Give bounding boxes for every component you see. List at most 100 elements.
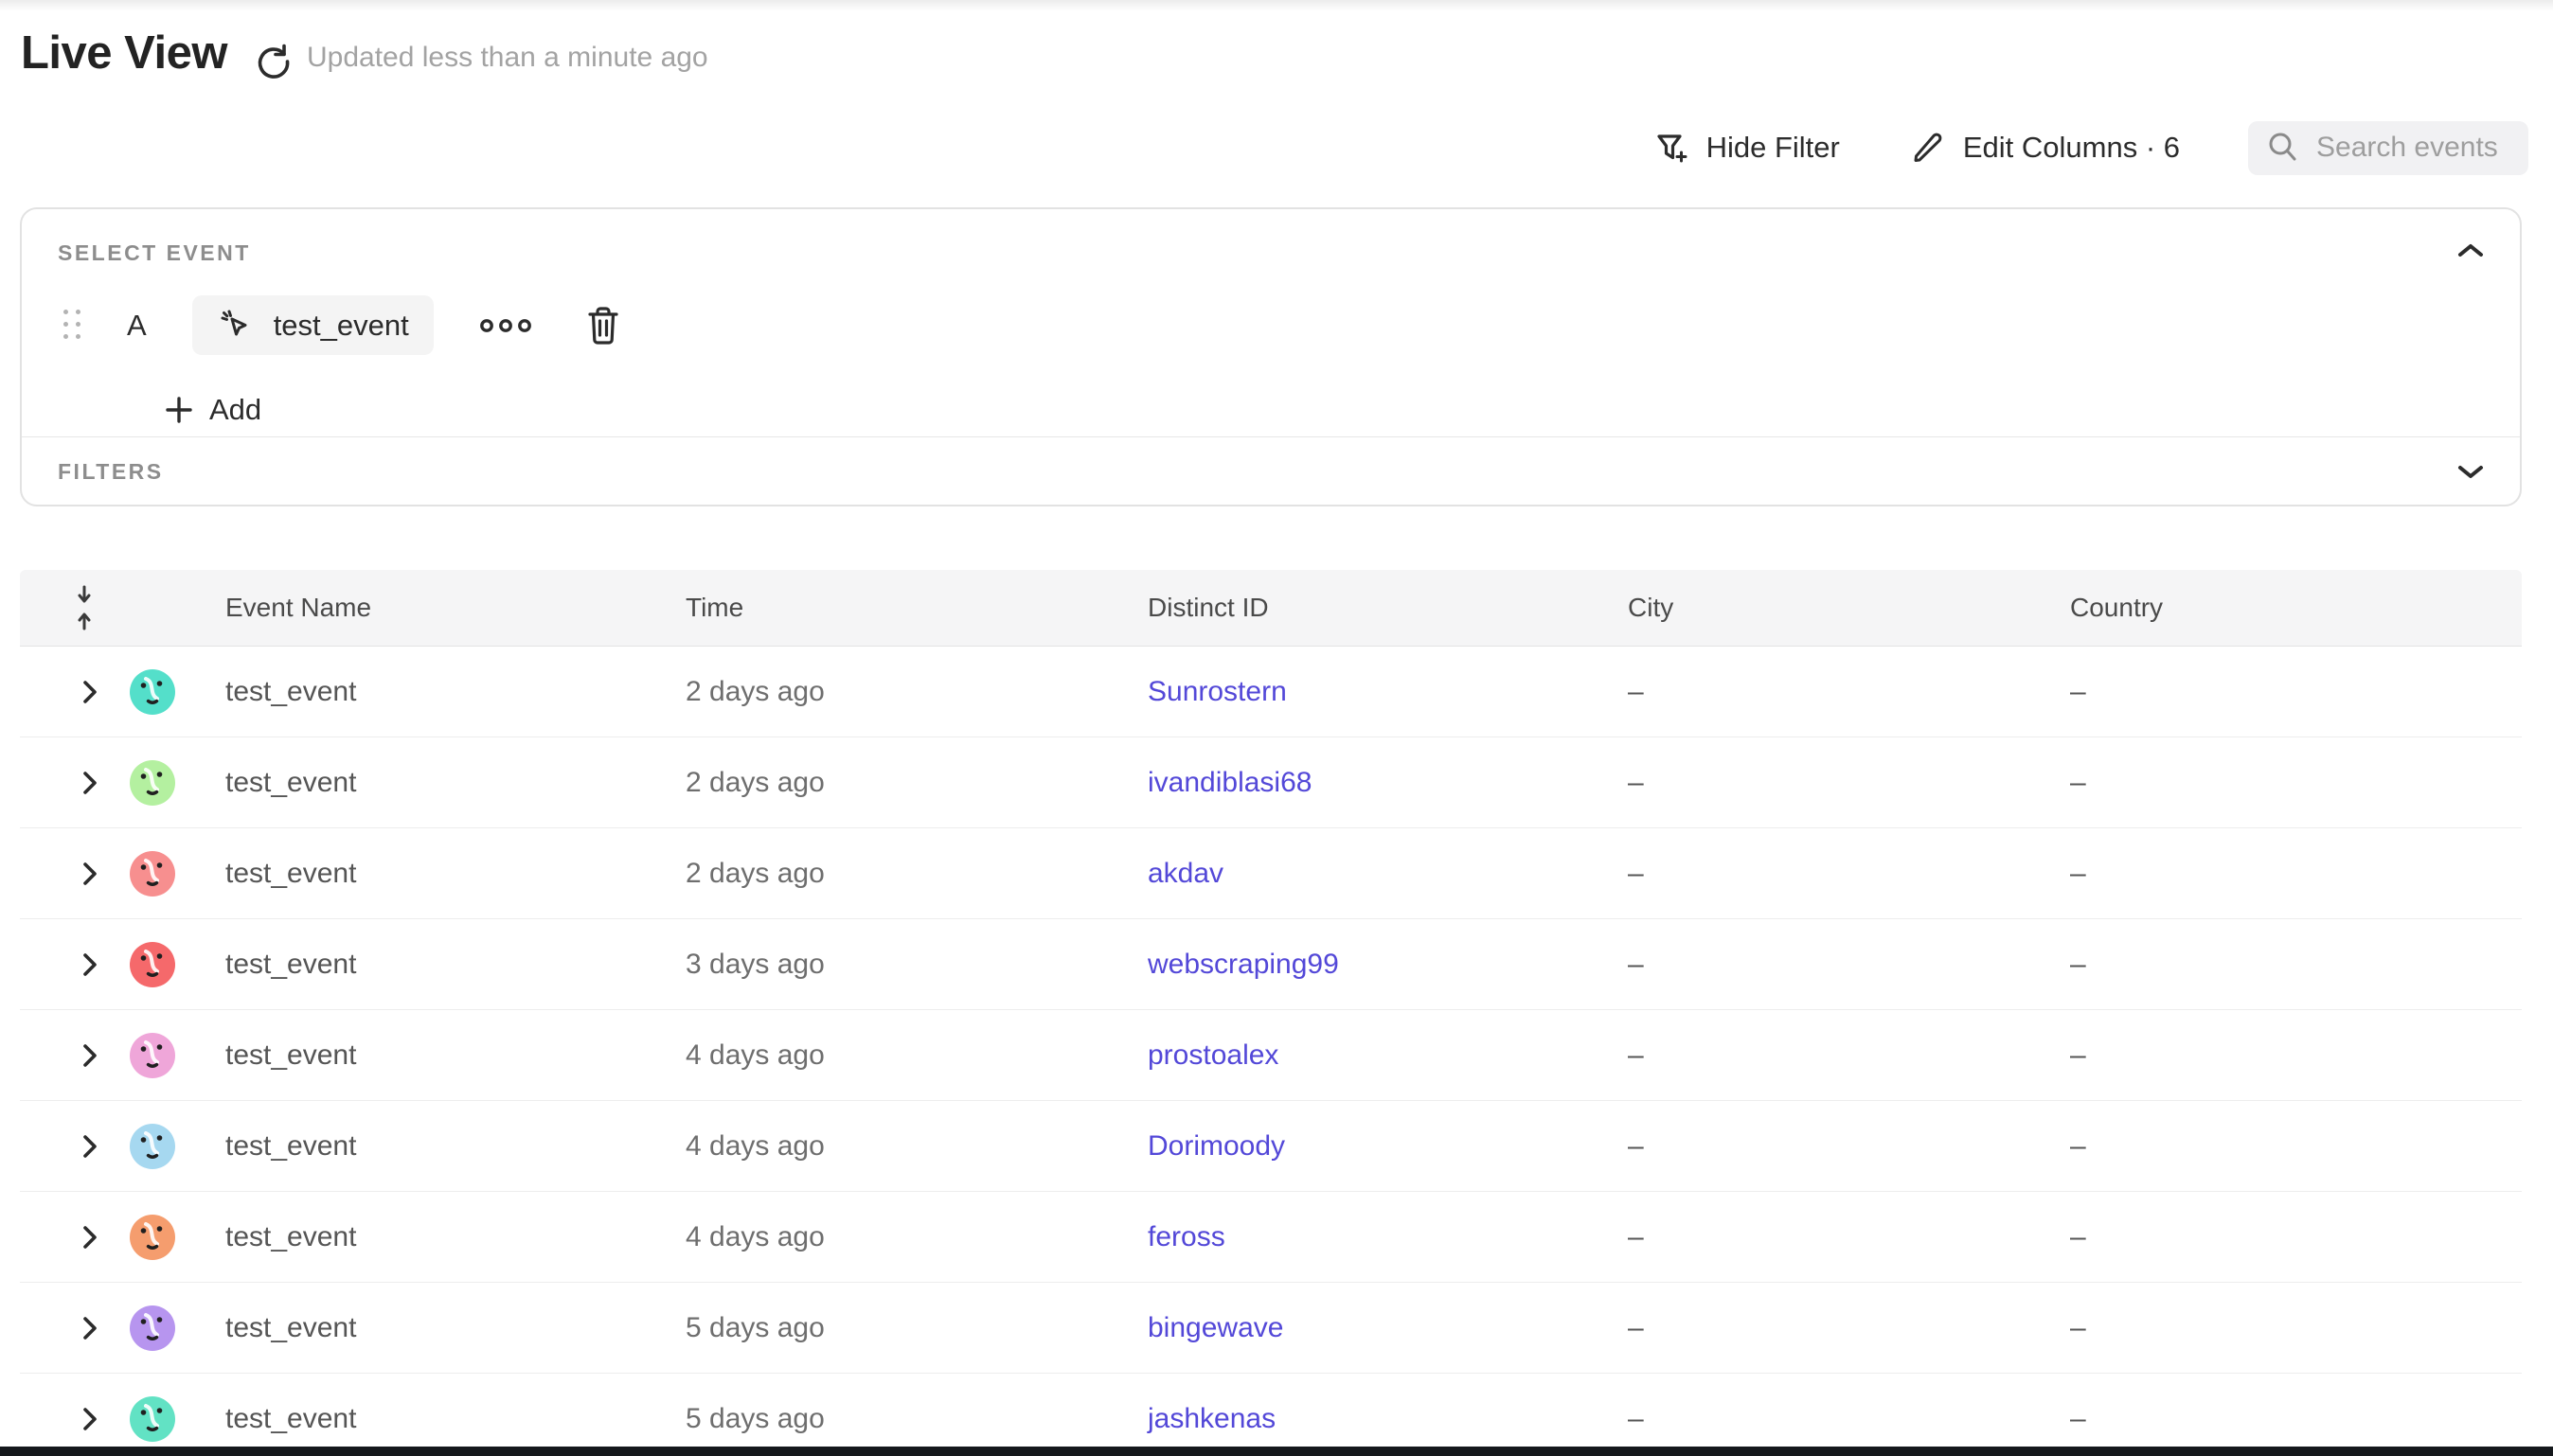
user-avatar[interactable] (130, 1305, 175, 1351)
edit-columns-label: Edit Columns · 6 (1962, 131, 2180, 164)
cell-distinct-id-link[interactable]: Sunrostern (1148, 675, 1287, 707)
delete-event-button[interactable] (583, 304, 623, 347)
user-avatar[interactable] (130, 1123, 175, 1169)
search-icon (2265, 130, 2301, 166)
cell-city: – (1628, 675, 1644, 707)
event-row-letter: A (127, 308, 147, 342)
cell-distinct-id-link[interactable]: prostoalex (1148, 1039, 1279, 1071)
user-avatar[interactable] (130, 1032, 175, 1078)
user-avatar[interactable] (130, 1395, 175, 1442)
collapse-rows-button[interactable] (63, 583, 105, 632)
event-selector-chip[interactable]: test_event (191, 295, 434, 355)
table-row: test_event 4 days ago Dorimoody – – (20, 1101, 2522, 1192)
add-button-label: Add (209, 393, 262, 426)
cell-event-name: test_event (225, 1402, 357, 1434)
cell-country: – (2070, 1129, 2086, 1162)
cell-event-name: test_event (225, 766, 357, 798)
expand-row-button[interactable] (73, 1402, 107, 1436)
user-avatar[interactable] (130, 850, 175, 897)
search-events-input[interactable] (2316, 132, 2511, 164)
refresh-button[interactable] (250, 38, 297, 85)
cell-distinct-id-link[interactable]: webscraping99 (1148, 948, 1339, 980)
cell-distinct-id-link[interactable]: ivandiblasi68 (1148, 766, 1312, 798)
collapse-select-event-button[interactable] (2450, 230, 2491, 272)
add-event-button[interactable]: Add (147, 382, 278, 438)
column-header-time[interactable]: Time (686, 593, 744, 622)
cell-city: – (1628, 1039, 1644, 1071)
table-body: test_event 2 days ago Sunrostern – – tes… (20, 647, 2522, 1447)
ellipsis-icon (479, 318, 531, 332)
chevron-right-icon (80, 769, 100, 797)
trash-icon (583, 304, 623, 347)
top-edge-fade (0, 0, 2553, 11)
event-options-button[interactable] (477, 316, 534, 335)
events-table: Event Name Time Distinct ID City Country (20, 570, 2522, 1447)
expand-row-button[interactable] (73, 1220, 107, 1254)
event-chip-label: test_event (273, 308, 409, 342)
table-row: test_event 2 days ago ivandiblasi68 – – (20, 737, 2522, 828)
expand-filters-button[interactable] (2450, 451, 2491, 492)
cell-time: 2 days ago (686, 766, 825, 798)
cell-city: – (1628, 1129, 1644, 1162)
pencil-icon (1908, 128, 1948, 168)
select-event-label: SELECT EVENT (58, 240, 251, 265)
cell-time: 4 days ago (686, 1129, 825, 1162)
updated-status-text: Updated less than a minute ago (307, 42, 708, 73)
chevron-right-icon (80, 1223, 100, 1252)
table-row: test_event 2 days ago akdav – – (20, 828, 2522, 919)
cell-event-name: test_event (225, 857, 357, 889)
cell-city: – (1628, 948, 1644, 980)
column-header-country[interactable]: Country (2070, 593, 2164, 622)
filters-label: FILTERS (58, 459, 164, 484)
cell-time: 4 days ago (686, 1039, 825, 1071)
user-avatar[interactable] (130, 941, 175, 987)
user-avatar[interactable] (130, 668, 175, 715)
page-title: Live View (21, 27, 227, 79)
table-row: test_event 5 days ago jashkenas – – (20, 1374, 2522, 1447)
expand-row-button[interactable] (73, 1039, 107, 1073)
expand-row-button[interactable] (73, 1311, 107, 1345)
cell-distinct-id-link[interactable]: bingewave (1148, 1311, 1284, 1343)
cell-distinct-id-link[interactable]: Dorimoody (1148, 1129, 1286, 1162)
expand-row-button[interactable] (73, 675, 107, 709)
hide-filter-button[interactable]: Hide Filter (1651, 128, 1840, 168)
search-events-box[interactable] (2248, 120, 2528, 175)
cell-event-name: test_event (225, 675, 357, 707)
hide-filter-label: Hide Filter (1705, 131, 1840, 164)
table-row: test_event 5 days ago bingewave – – (20, 1283, 2522, 1374)
cursor-click-icon (217, 306, 257, 346)
cell-country: – (2070, 766, 2086, 798)
column-header-event-name[interactable]: Event Name (225, 593, 372, 622)
drag-handle[interactable] (63, 309, 83, 342)
expand-row-button[interactable] (73, 857, 107, 891)
cell-time: 2 days ago (686, 675, 825, 707)
chevron-right-icon (80, 1041, 100, 1070)
table-row: test_event 3 days ago webscraping99 – – (20, 919, 2522, 1010)
chevron-right-icon (80, 950, 100, 979)
cell-distinct-id-link[interactable]: feross (1148, 1220, 1225, 1252)
cell-distinct-id-link[interactable]: akdav (1148, 857, 1224, 889)
user-avatar[interactable] (130, 1214, 175, 1260)
user-avatar[interactable] (130, 759, 175, 806)
edit-columns-button[interactable]: Edit Columns · 6 (1908, 128, 2180, 168)
chevron-right-icon (80, 860, 100, 888)
column-header-city[interactable]: City (1628, 593, 1674, 622)
panel-divider (22, 436, 2520, 437)
table-row: test_event 2 days ago Sunrostern – – (20, 647, 2522, 737)
refresh-icon (253, 41, 295, 82)
cell-time: 4 days ago (686, 1220, 825, 1252)
expand-row-button[interactable] (73, 766, 107, 800)
column-header-distinct-id[interactable]: Distinct ID (1148, 593, 1269, 622)
cell-country: – (2070, 1039, 2086, 1071)
cell-distinct-id-link[interactable]: jashkenas (1148, 1402, 1276, 1434)
expand-row-button[interactable] (73, 1129, 107, 1163)
chevron-right-icon (80, 1132, 100, 1161)
cell-city: – (1628, 857, 1644, 889)
cell-country: – (2070, 1220, 2086, 1252)
cell-city: – (1628, 1220, 1644, 1252)
cell-country: – (2070, 857, 2086, 889)
expand-row-button[interactable] (73, 948, 107, 982)
table-row: test_event 4 days ago prostoalex – – (20, 1010, 2522, 1101)
chevron-right-icon (80, 1405, 100, 1433)
plus-icon (164, 395, 194, 425)
